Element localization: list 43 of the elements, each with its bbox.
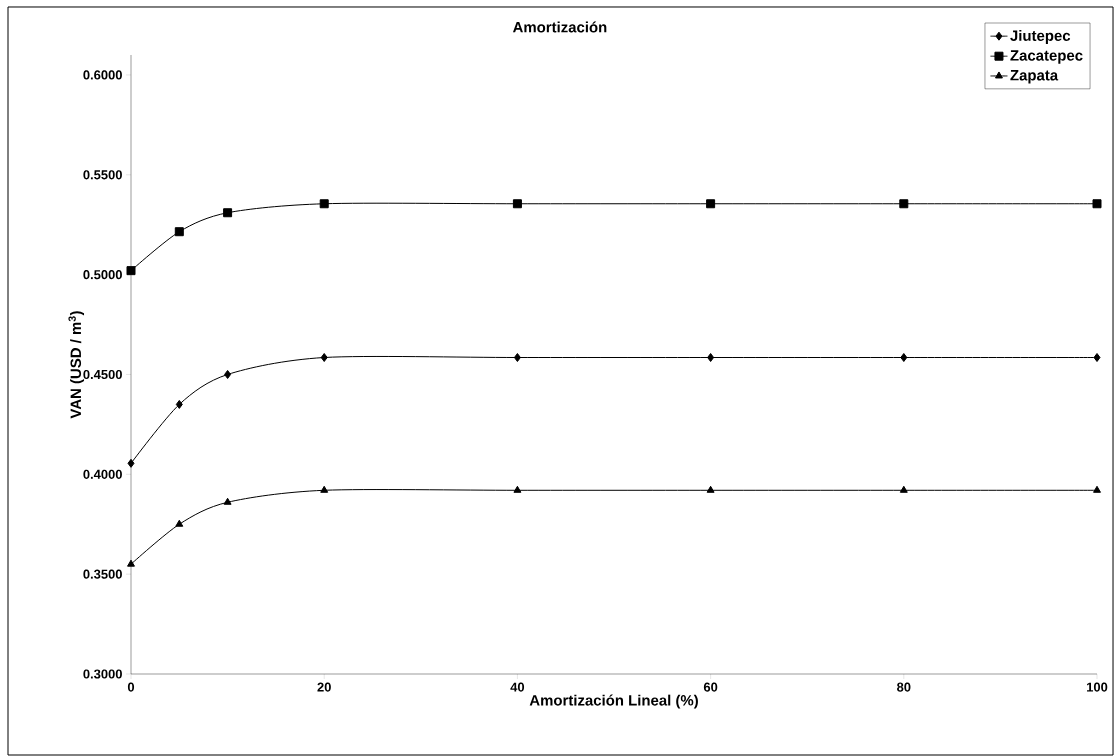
point	[320, 353, 328, 363]
x-tick-label: 80	[897, 682, 911, 692]
point	[1093, 353, 1101, 363]
x-tick-label: 100	[1087, 682, 1108, 692]
point	[126, 266, 136, 276]
point	[513, 353, 521, 363]
point	[319, 199, 329, 209]
x-tick-label: 60	[703, 682, 718, 692]
x-axis-title: Amortización Lineal (%)	[529, 694, 698, 709]
point	[900, 353, 908, 363]
point	[706, 199, 716, 209]
point	[175, 519, 184, 527]
legend-label: Zapata	[1010, 70, 1059, 84]
point	[512, 199, 522, 209]
y-tick-label: 0.3500	[83, 569, 122, 579]
y-tick-label: 0.3000	[83, 669, 122, 679]
x-tick-label: 40	[510, 682, 525, 692]
y-tick-label: 0.6000	[83, 70, 122, 80]
point	[174, 227, 184, 237]
legend-label: Jiutepec	[1010, 30, 1071, 44]
chart-title: Amortización	[512, 21, 607, 33]
point	[223, 208, 233, 218]
point	[899, 485, 908, 493]
x-tick-label: 0	[127, 682, 135, 692]
point	[1093, 485, 1101, 493]
y-tick-label: 0.4500	[83, 369, 122, 380]
legend-label: Zacatepec	[1010, 50, 1083, 64]
point	[127, 559, 135, 567]
point	[224, 369, 232, 379]
point	[899, 199, 909, 209]
y-tick-label: 0.4000	[83, 469, 122, 479]
point	[127, 458, 135, 468]
y-tick-label: 0.5500	[83, 170, 122, 180]
y-tick-label: 0.5000	[83, 270, 122, 280]
point	[513, 485, 522, 493]
x-tick-label: 20	[317, 682, 331, 692]
point	[1092, 199, 1102, 209]
point	[706, 485, 715, 493]
point	[707, 353, 715, 363]
point	[175, 399, 183, 409]
y-axis-title: VAN (USD / m$^{3}$)	[68, 311, 85, 419]
point	[320, 485, 329, 493]
point	[223, 497, 232, 505]
